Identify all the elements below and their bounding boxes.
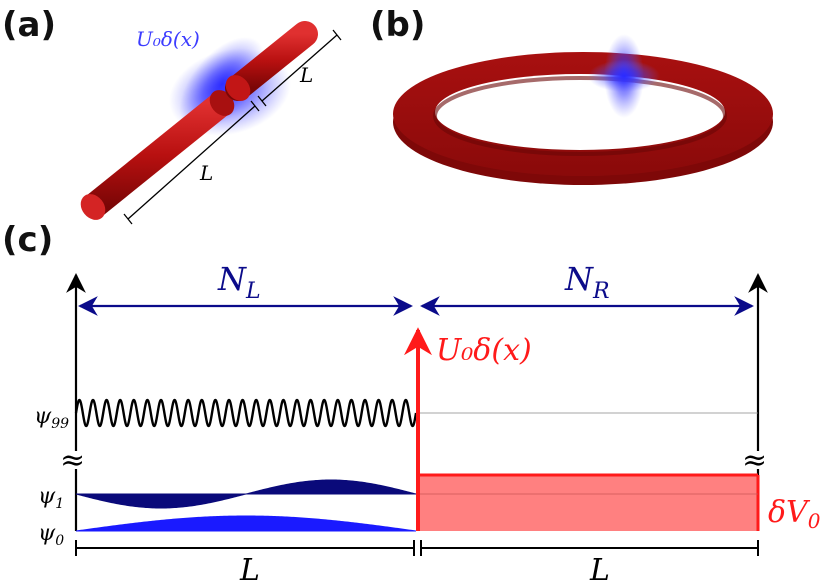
length-bracket-bottom-c xyxy=(75,540,759,556)
panel-c: (c) ≈ ≈ NL NR δV0 xyxy=(2,220,821,584)
lower-tube xyxy=(80,90,235,220)
psi1-wave xyxy=(75,479,417,509)
psi0-wave xyxy=(75,515,417,532)
length-label-left: L xyxy=(239,553,260,584)
length-bracket-bottom xyxy=(123,100,260,225)
psi99-wave xyxy=(74,398,418,428)
ring xyxy=(393,52,773,185)
panel-b-label: (b) xyxy=(370,5,425,45)
offset-region xyxy=(418,475,758,531)
psi99-label: ψ99 xyxy=(34,404,69,432)
length-bracket-top xyxy=(257,29,342,107)
barrier-label: U₀δ(x) xyxy=(436,333,532,368)
axis-break-left: ≈ xyxy=(60,443,85,478)
ring-barrier-glow xyxy=(588,34,660,118)
panel-a: (a) U₀δ(x) L L xyxy=(2,5,342,225)
potential-label-a: U₀δ(x) xyxy=(136,27,200,51)
offset-label: δV0 xyxy=(768,495,821,533)
length-label-top: L xyxy=(299,63,313,87)
panel-b: (b) xyxy=(370,5,773,185)
panel-c-label: (c) xyxy=(2,220,53,260)
length-label-right: L xyxy=(589,553,610,584)
axis-break-right: ≈ xyxy=(742,443,767,478)
length-label-bottom: L xyxy=(199,161,213,185)
psi0-label: ψ0 xyxy=(38,521,64,549)
psi1-label: ψ1 xyxy=(38,484,64,512)
right-count-label: NR xyxy=(564,260,610,304)
left-count-label: NL xyxy=(217,260,261,304)
panel-a-label: (a) xyxy=(2,5,56,45)
upper-tube xyxy=(225,21,318,101)
left-axis xyxy=(66,273,86,531)
